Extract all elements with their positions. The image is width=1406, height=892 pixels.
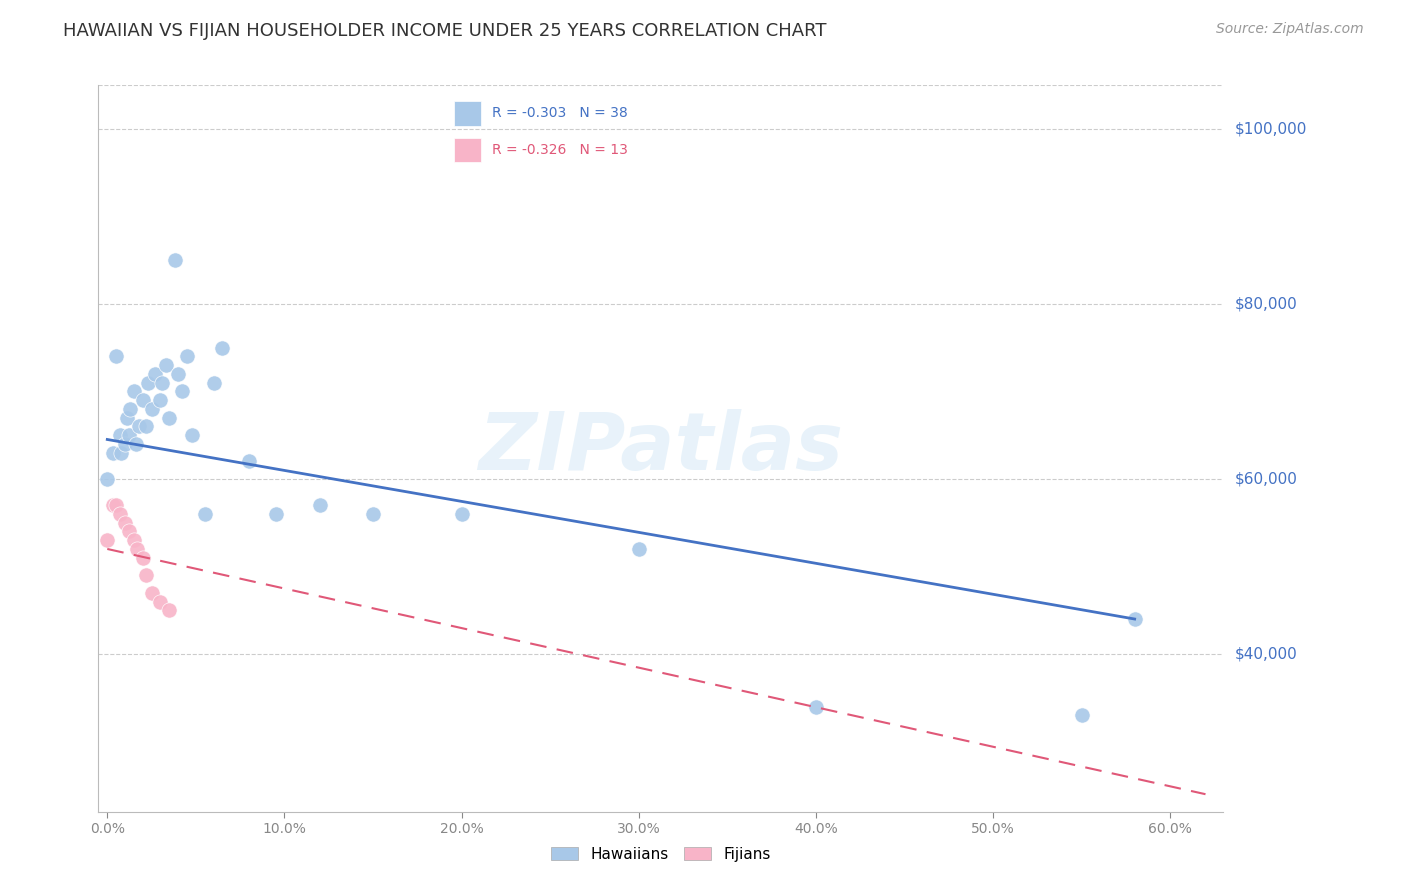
Point — [96, 472, 118, 486]
Bar — [454, 101, 481, 126]
Text: ZIPatlas: ZIPatlas — [478, 409, 844, 487]
Point — [143, 367, 166, 381]
Point — [1070, 708, 1092, 723]
Text: Source: ZipAtlas.com: Source: ZipAtlas.com — [1216, 22, 1364, 37]
Text: $60,000: $60,000 — [1234, 471, 1298, 486]
Point — [167, 367, 190, 381]
Point — [211, 341, 233, 355]
Point — [110, 445, 132, 459]
Point — [96, 533, 118, 548]
Point — [108, 428, 131, 442]
Point — [157, 410, 180, 425]
Text: $100,000: $100,000 — [1234, 121, 1306, 136]
Point — [115, 410, 138, 425]
Point — [1123, 612, 1146, 626]
Point — [141, 586, 163, 600]
Point — [194, 507, 217, 521]
Point — [627, 541, 650, 556]
Point — [135, 568, 157, 582]
Point — [105, 349, 128, 363]
Bar — [454, 137, 481, 161]
Text: $80,000: $80,000 — [1234, 296, 1298, 311]
Point — [450, 507, 472, 521]
Point — [127, 541, 149, 556]
Point — [135, 419, 157, 434]
Point — [131, 550, 153, 565]
Point — [163, 252, 186, 267]
Legend: Hawaiians, Fijians: Hawaiians, Fijians — [543, 839, 779, 870]
Point — [122, 384, 145, 399]
Point — [105, 498, 128, 512]
Point — [131, 392, 153, 407]
Point — [157, 603, 180, 617]
Point — [122, 533, 145, 548]
Point — [124, 437, 146, 451]
Point — [238, 454, 260, 468]
Point — [170, 384, 193, 399]
Point — [101, 498, 124, 512]
Point — [108, 507, 131, 521]
Point — [149, 594, 172, 608]
Point — [155, 358, 177, 372]
Point — [264, 507, 287, 521]
Point — [101, 445, 124, 459]
Point — [128, 419, 150, 434]
Point — [804, 699, 827, 714]
Point — [361, 507, 384, 521]
Point — [176, 349, 198, 363]
Text: R = -0.326   N = 13: R = -0.326 N = 13 — [492, 143, 628, 157]
Point — [141, 401, 163, 416]
Point — [114, 437, 136, 451]
Point — [149, 392, 172, 407]
Point — [120, 401, 142, 416]
Point — [202, 376, 225, 390]
Point — [117, 428, 139, 442]
Text: R = -0.303   N = 38: R = -0.303 N = 38 — [492, 106, 628, 120]
Point — [117, 524, 139, 539]
Point — [114, 516, 136, 530]
Point — [136, 376, 159, 390]
Point — [308, 498, 330, 512]
Text: HAWAIIAN VS FIJIAN HOUSEHOLDER INCOME UNDER 25 YEARS CORRELATION CHART: HAWAIIAN VS FIJIAN HOUSEHOLDER INCOME UN… — [63, 22, 827, 40]
Point — [150, 376, 173, 390]
Point — [181, 428, 204, 442]
Text: $40,000: $40,000 — [1234, 647, 1298, 662]
